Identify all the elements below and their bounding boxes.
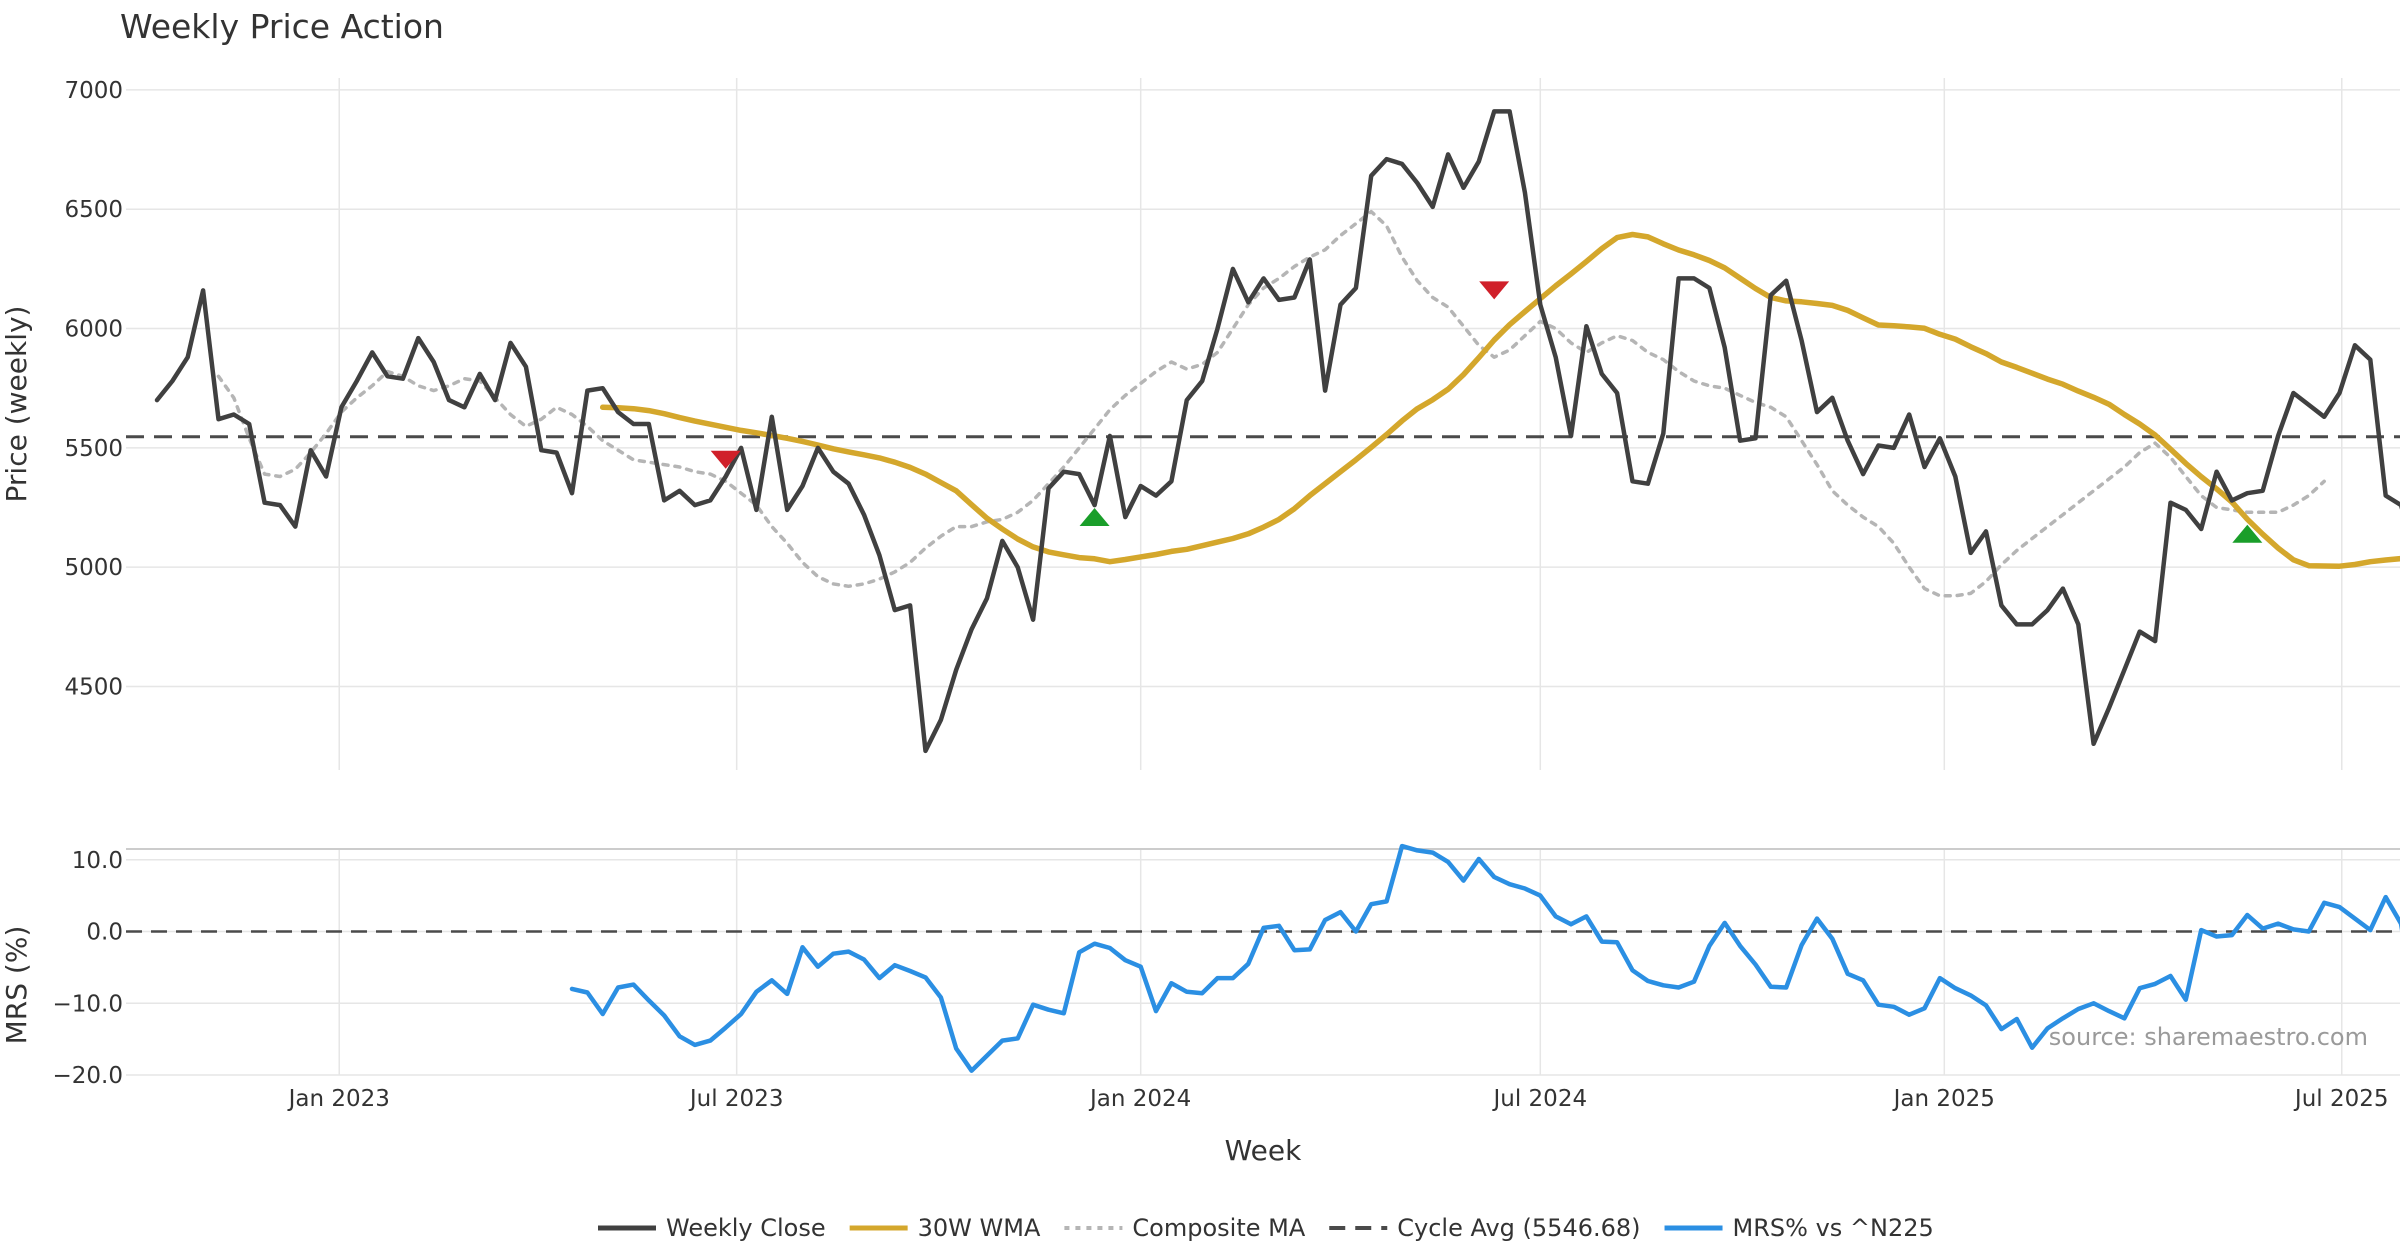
price-y-tick-label: 6000 [64,317,123,343]
x-tick-label: Jul 2023 [688,1086,784,1112]
price-grid [126,78,2400,770]
legend-label-3: Cycle Avg (5546.68) [1397,1214,1640,1242]
mrs-line [569,843,2400,1073]
sell-signal-marker [1479,281,1510,300]
buy-signal-marker [2232,524,2263,543]
x-tick-label: Jan 2023 [287,1086,390,1112]
weekly-close-line [154,109,2400,754]
mrs-y-tick-label: 0.0 [86,920,123,946]
x-tick-label: Jul 2024 [1491,1086,1587,1112]
series-layer [154,109,2400,1073]
x-tick-label: Jan 2025 [1892,1086,1995,1112]
x-tick-label: Jul 2025 [2293,1086,2389,1112]
mrs-y-ticks: 10.0 0.0 −10.0 −20.0 [53,848,123,1089]
price-y-tick-label: 6500 [64,197,123,223]
legend: Weekly Close 30W WMA Composite MA Cycle Avg… [598,1214,1934,1242]
x-axis-label: Week [1225,1134,1302,1167]
price-y-tick-label: 4500 [64,674,123,700]
signal-layer [710,281,2263,543]
mrs-y-axis-label: MRS (%) [0,926,33,1045]
x-ticks: Jan 2023 Jul 2023 Jan 2024 Jul 2024 Jan 2025… [287,1086,2389,1112]
price-y-ticks: 4500 5000 5500 6000 6500 7000 [64,78,123,701]
mrs-grid [126,849,2400,1076]
x-tick-label: Jan 2024 [1088,1086,1191,1112]
wma-30w-line [599,231,2400,569]
legend-label-1: 30W WMA [918,1214,1041,1242]
price-y-axis-label: Price (weekly) [0,306,33,503]
chart-title: Weekly Price Action [120,7,444,46]
sell-signal-marker [710,450,741,469]
price-y-tick-label: 7000 [64,78,123,104]
mrs-y-tick-label: 10.0 [72,848,123,874]
buy-signal-marker [1079,508,1110,527]
legend-label-2: Composite MA [1132,1214,1305,1242]
composite-ma-line [216,209,2326,598]
price-y-tick-label: 5000 [64,555,123,581]
mrs-y-tick-label: −20.0 [53,1063,123,1089]
source-label: source: sharemaestro.com [2049,1023,2368,1051]
legend-label-0: Weekly Close [666,1214,826,1242]
legend-label-4: MRS% vs ^N225 [1733,1214,1934,1242]
mrs-y-tick-label: −10.0 [53,991,123,1017]
price-y-tick-label: 5500 [64,436,123,462]
